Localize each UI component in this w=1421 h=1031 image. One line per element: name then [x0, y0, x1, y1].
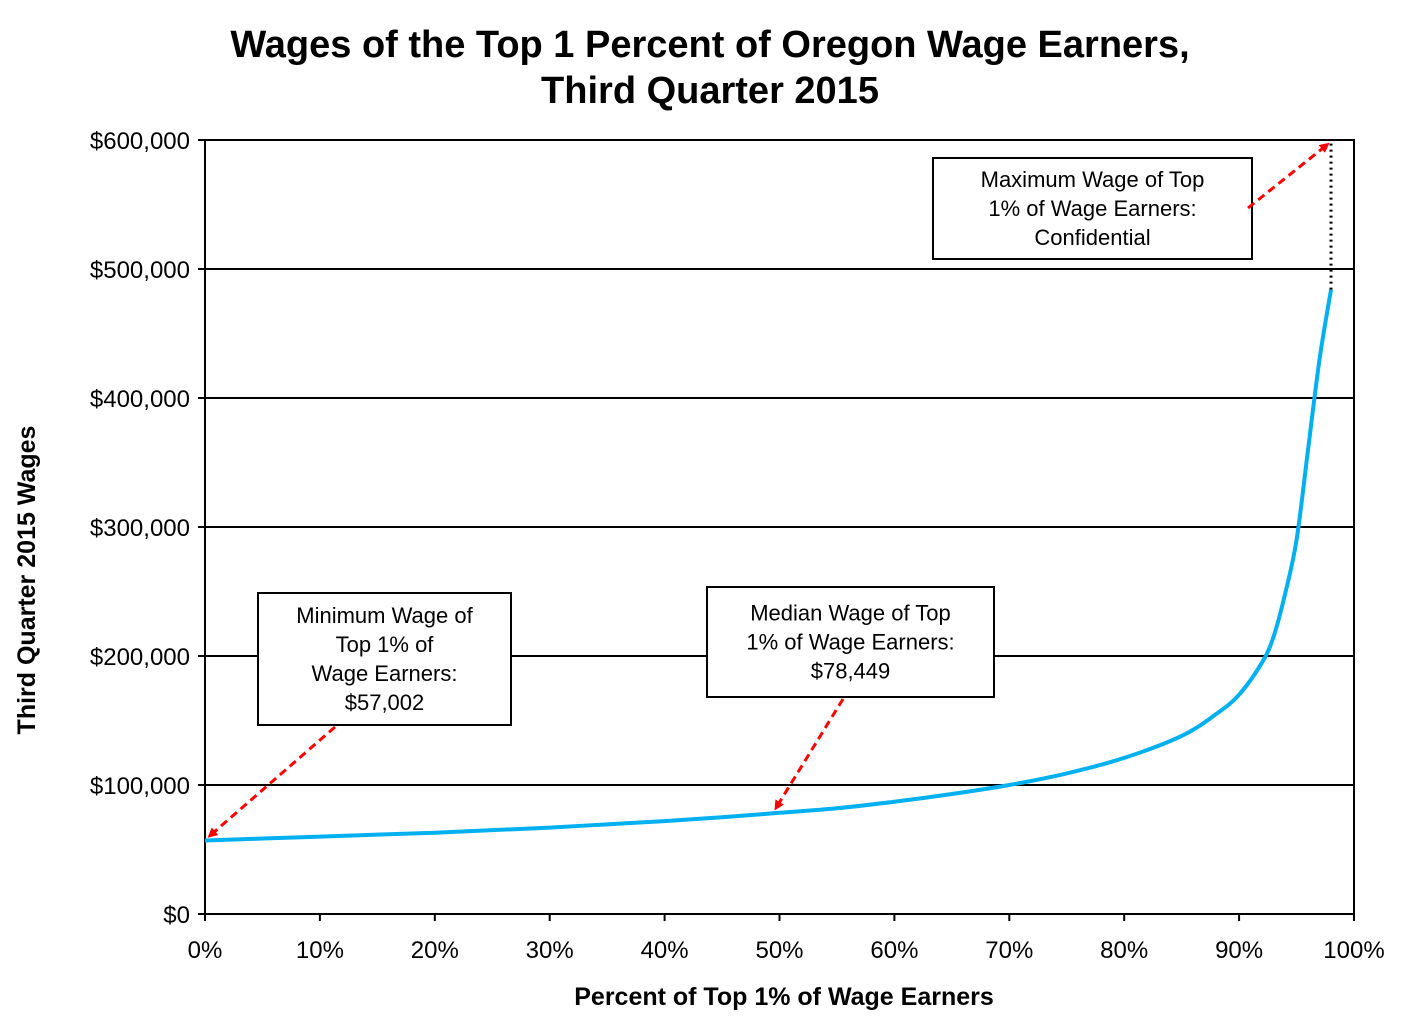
- y-tick-label: $500,000: [90, 257, 190, 284]
- annotation-box: [932, 157, 1253, 260]
- y-tick-label: $0: [163, 902, 190, 929]
- y-tick-label: $300,000: [90, 515, 190, 542]
- annotation-text: $78,449: [811, 659, 891, 684]
- annotation-box: [706, 586, 995, 698]
- annotation-box: [257, 592, 512, 726]
- annotation-text: Wage Earners:: [312, 661, 458, 686]
- y-axis-ticks: $0 $100,000 $200,000 $300,000 $400,000 $500,0…: [90, 128, 205, 929]
- x-tick-label: 10%: [296, 937, 344, 964]
- plot-area-border: [204, 139, 1355, 915]
- annotation-text: Maximum Wage of Top: [981, 167, 1205, 192]
- x-tick-label: 50%: [755, 937, 803, 964]
- annotation-text: Top 1% of: [336, 632, 435, 657]
- annotation-text: Median Wage of Top: [750, 601, 951, 626]
- x-tick-label: 60%: [870, 937, 918, 964]
- y-tick-label: $600,000: [90, 128, 190, 155]
- x-tick-label: 40%: [641, 937, 689, 964]
- x-axis-label: Percent of Top 1% of Wage Earners: [574, 983, 994, 1011]
- wage-series-line: [204, 289, 1333, 843]
- x-tick-label: 0%: [188, 937, 223, 964]
- x-tick-label: 70%: [985, 937, 1033, 964]
- y-tick-label: $200,000: [90, 644, 190, 671]
- x-tick-label: 100%: [1323, 937, 1384, 964]
- annotation-text: Confidential: [1034, 225, 1150, 250]
- annotation-text: $57,002: [345, 690, 425, 715]
- chart-title-line-1: Wages of the Top 1 Percent of Oregon Wag…: [230, 24, 1189, 66]
- annotation-text: Minimum Wage of: [296, 603, 473, 628]
- annotation-text: 1% of Wage Earners:: [746, 630, 954, 655]
- annotations: Minimum Wage of Top 1% of Wage Earners: $57…: [207, 142, 1330, 838]
- x-tick-label: 30%: [526, 937, 574, 964]
- chart-title-line-2: Third Quarter 2015: [541, 70, 879, 112]
- x-tick-label: 20%: [411, 937, 459, 964]
- annotation-arrow: [774, 698, 845, 811]
- x-tick-label: 80%: [1100, 937, 1148, 964]
- x-axis-ticks: 0% 10% 20% 30% 40% 50% 60% 70% 80% 90% 100%: [188, 914, 1385, 964]
- annotation-arrow: [1247, 142, 1330, 210]
- x-tick-label: 90%: [1215, 937, 1263, 964]
- annotation-arrow: [207, 725, 336, 838]
- y-tick-label: $100,000: [90, 773, 190, 800]
- y-tick-label: $400,000: [90, 386, 190, 413]
- annotation-text: 1% of Wage Earners:: [988, 196, 1196, 221]
- y-axis-label: Third Quarter 2015 Wages: [13, 426, 41, 735]
